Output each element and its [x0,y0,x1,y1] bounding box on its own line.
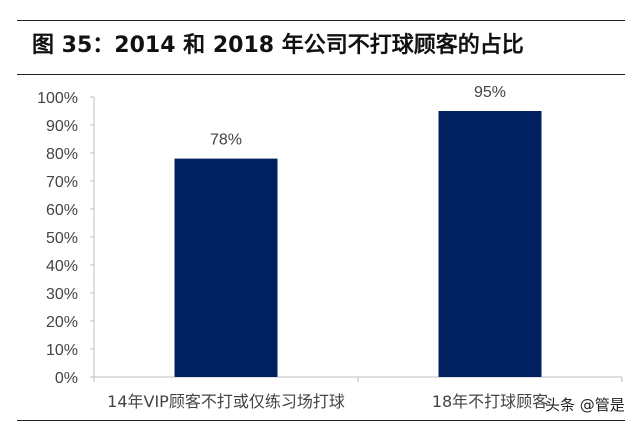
y-tick-label: 0% [55,370,78,387]
y-tick-label: 40% [46,258,78,275]
y-tick-label: 80% [46,146,78,163]
y-tick-label: 20% [46,314,78,331]
data-label: 78% [210,132,242,149]
bar [438,111,542,377]
bar [174,158,278,377]
y-tick-label: 30% [46,286,78,303]
y-tick-label: 70% [46,174,78,191]
chart-title: 图 35：2014 和 2018 年公司不打球顾客的占比 [32,33,524,58]
top-rule [17,20,625,21]
watermark: 头条 @管是 [545,396,625,414]
y-tick-label: 100% [37,90,78,107]
data-label: 95% [474,84,506,101]
y-tick-label: 90% [46,118,78,135]
y-tick-label: 10% [46,342,78,359]
y-tick-label: 50% [46,230,78,247]
y-tick-label: 60% [46,202,78,219]
bottom-rule [17,420,625,421]
x-tick-label: 18年不打球顾客 [432,392,548,411]
title-rule [17,74,625,75]
x-tick-label: 14年VIP顾客不打或仅练习场打球 [107,392,345,411]
